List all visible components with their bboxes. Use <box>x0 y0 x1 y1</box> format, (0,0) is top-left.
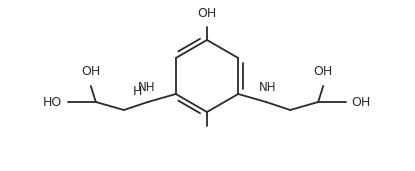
Text: NH: NH <box>259 81 276 94</box>
Text: OH: OH <box>81 65 100 78</box>
Text: OH: OH <box>351 95 371 109</box>
Text: NH: NH <box>138 81 156 94</box>
Text: HO: HO <box>43 95 62 109</box>
Text: OH: OH <box>314 65 333 78</box>
Text: H: H <box>133 85 142 98</box>
Text: OH: OH <box>198 7 217 20</box>
